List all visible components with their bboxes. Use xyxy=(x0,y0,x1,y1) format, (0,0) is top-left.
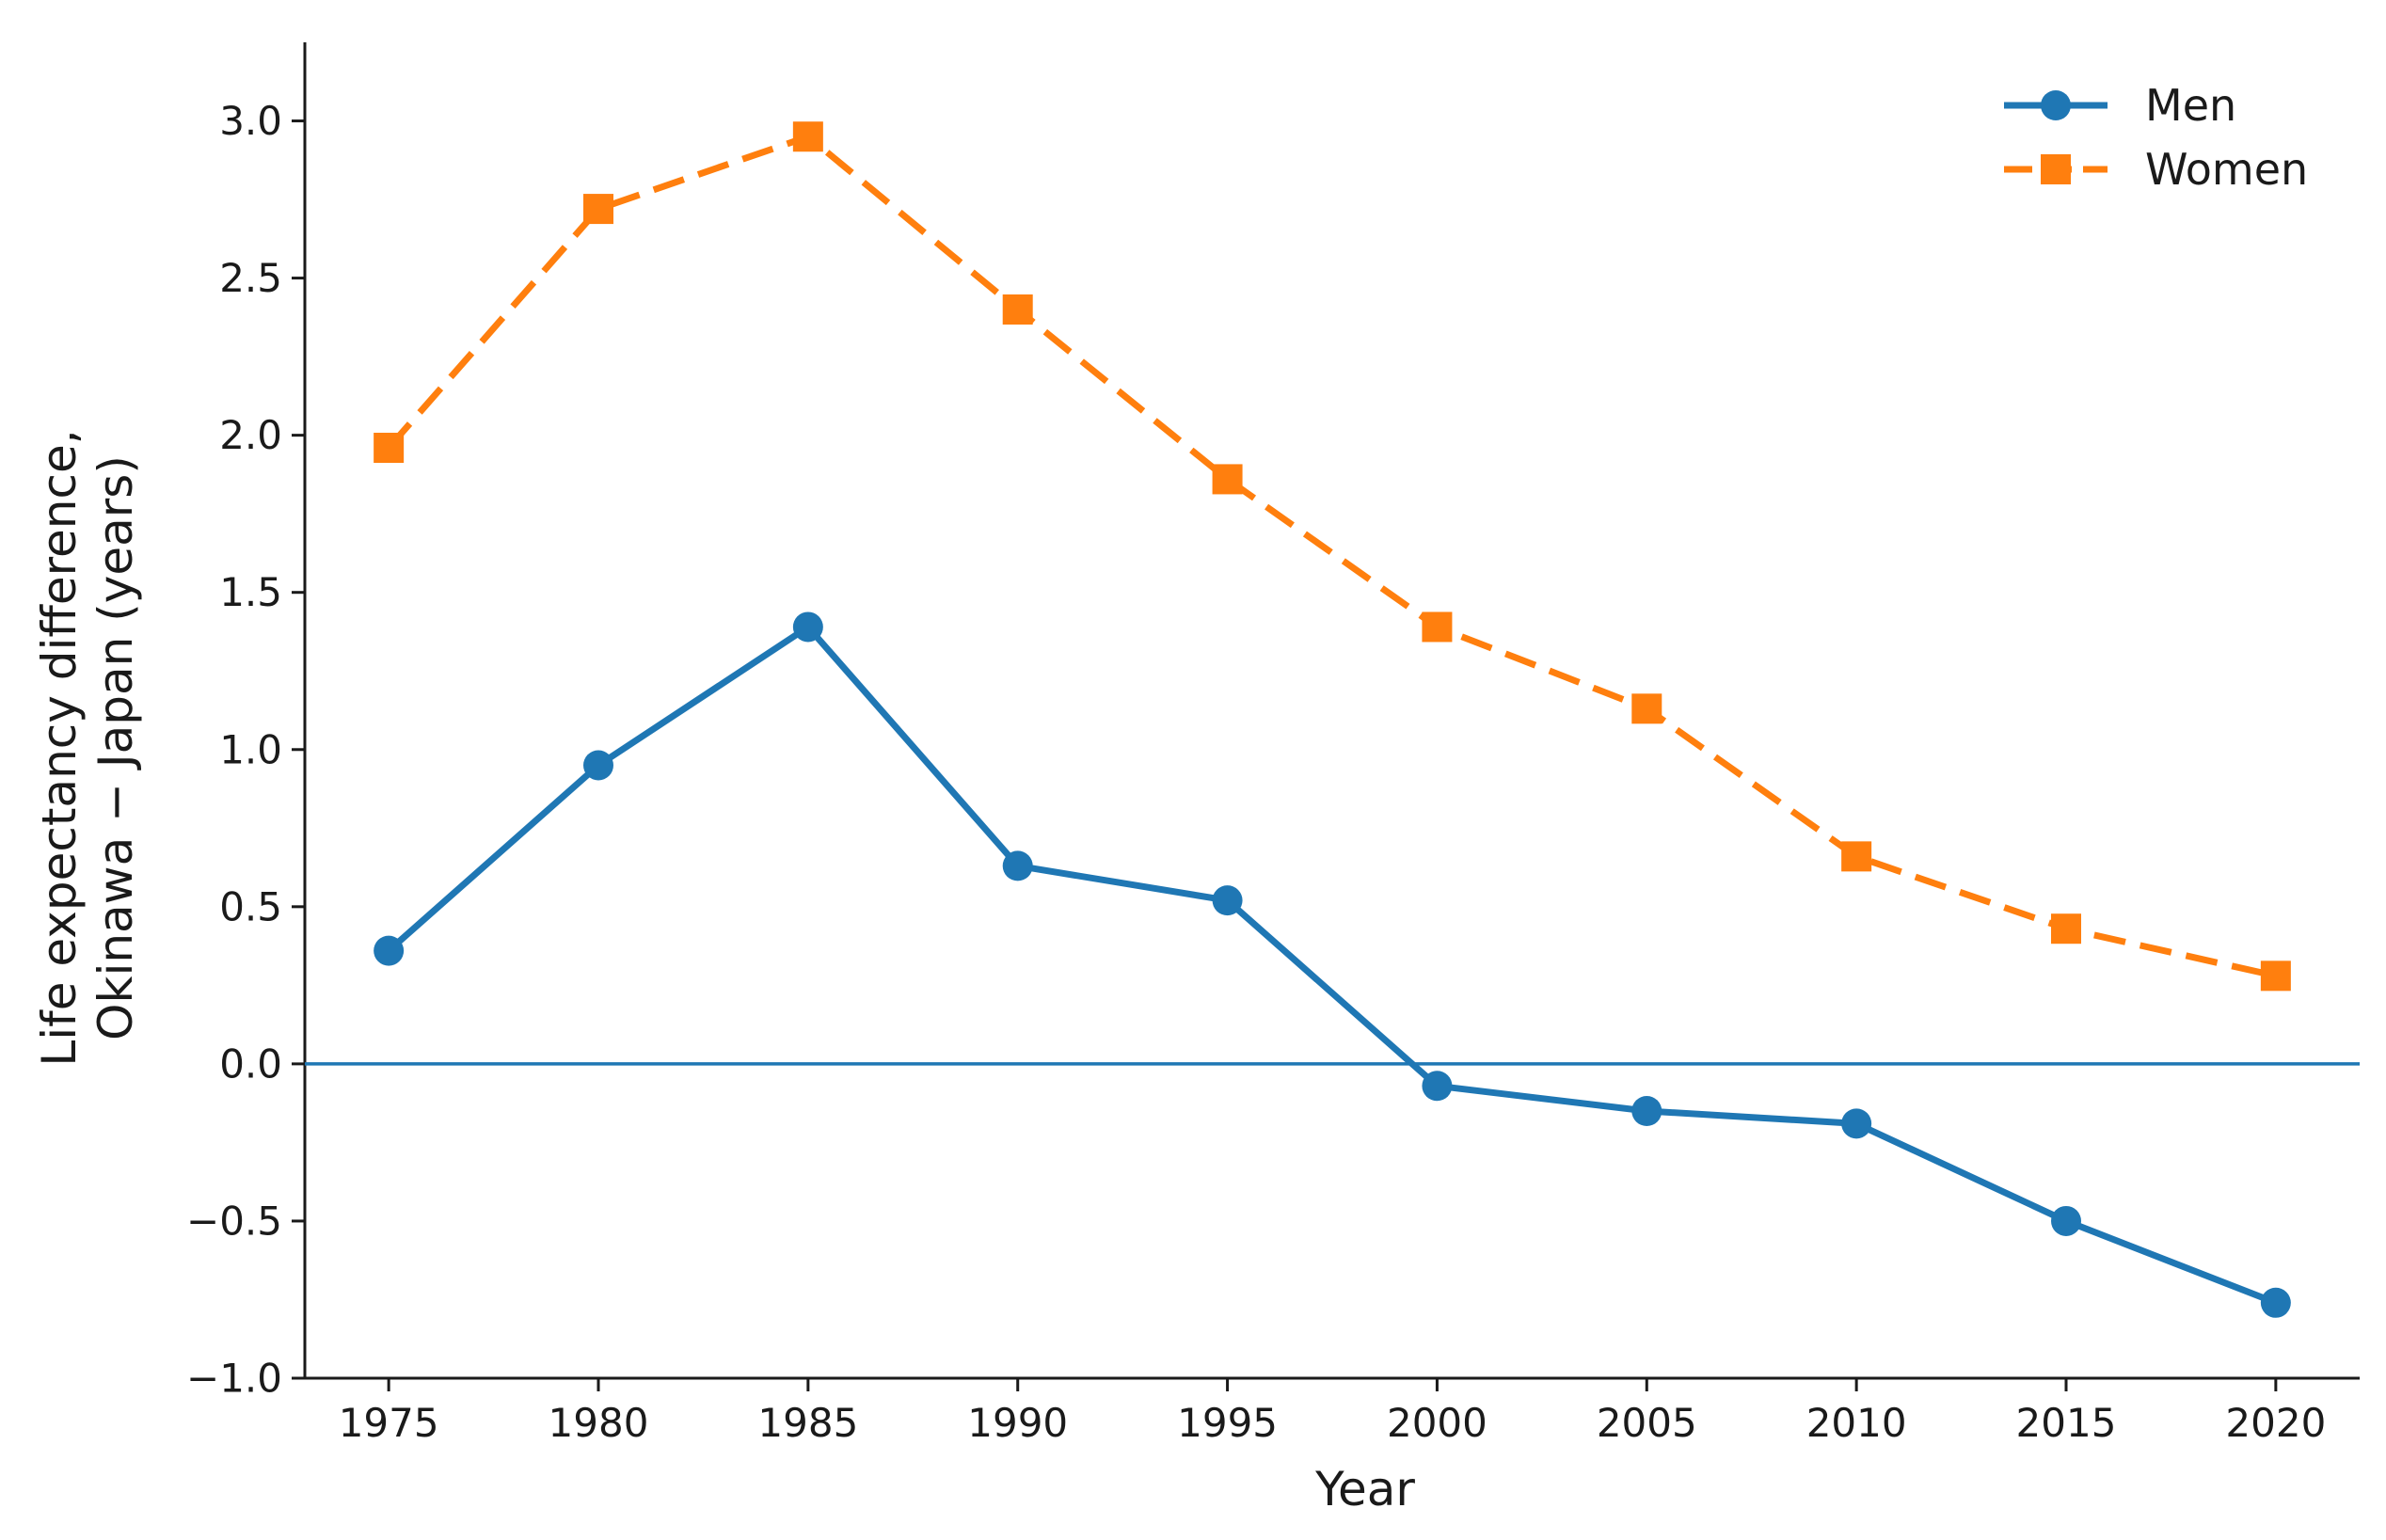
data-point-men xyxy=(583,750,613,781)
y-axis-title-line-1: Life expectancy difference, xyxy=(32,429,87,1066)
y-tick-label: 0.5 xyxy=(219,883,282,929)
y-tick-label: −0.5 xyxy=(186,1198,282,1244)
data-point-men xyxy=(374,935,405,966)
series-line-women xyxy=(386,133,2277,979)
legend: Men Women xyxy=(2004,80,2308,195)
data-point-men xyxy=(1212,885,1243,916)
series-men xyxy=(374,611,2291,1318)
y-tick-label: 3.0 xyxy=(219,98,282,144)
data-point-women xyxy=(2051,913,2081,945)
y-tick-label: 2.0 xyxy=(219,412,282,458)
x-tick-label: 2005 xyxy=(1597,1400,1697,1446)
data-point-men xyxy=(792,611,823,643)
y-tick-label: 2.5 xyxy=(219,255,282,301)
data-point-women xyxy=(2260,961,2291,992)
data-point-women xyxy=(792,121,823,152)
x-tick-label: 2020 xyxy=(2225,1400,2326,1446)
data-point-men xyxy=(1422,1071,1453,1102)
y-tick-label: −1.0 xyxy=(186,1356,282,1402)
data-point-women xyxy=(1631,693,1662,724)
y-tick-label: 1.0 xyxy=(219,726,282,772)
y-tick-label: 1.5 xyxy=(219,569,282,615)
legend-label-women: Women xyxy=(2145,144,2308,195)
legend-item-men: Men xyxy=(2004,80,2236,131)
data-point-men xyxy=(2260,1287,2291,1318)
x-tick-label: 2015 xyxy=(2016,1400,2117,1446)
x-tick-label: 2010 xyxy=(1806,1400,1907,1446)
x-tick-label: 1980 xyxy=(549,1400,649,1446)
axes: −1.0 −0.5 0.0 0.5 1.0 1.5 2.0 2.5 3.0 1975 1980 198… xyxy=(32,42,2360,1516)
x-tick-label: 1995 xyxy=(1177,1400,1278,1446)
y-axis-title-line-2: Okinawa − Japan (years) xyxy=(88,455,143,1040)
x-axis-title: Year xyxy=(1314,1462,1415,1516)
series-line-men xyxy=(386,624,2278,1307)
x-tick-label: 1985 xyxy=(757,1400,858,1446)
data-point-women xyxy=(1841,841,1872,872)
data-point-women xyxy=(1212,464,1243,495)
legend-marker-women xyxy=(2041,154,2071,184)
x-tick-label: 1990 xyxy=(967,1400,1068,1446)
x-tick-label: 2000 xyxy=(1387,1400,1487,1446)
legend-item-women: Women xyxy=(2004,144,2308,195)
series-group xyxy=(374,121,2291,1318)
data-point-women xyxy=(374,433,405,464)
data-point-men xyxy=(1631,1096,1662,1126)
data-point-women xyxy=(1002,294,1033,325)
data-point-men xyxy=(1002,850,1033,881)
y-tick-label: 0.0 xyxy=(219,1040,282,1087)
data-point-men xyxy=(1841,1108,1872,1139)
data-point-men xyxy=(2051,1205,2081,1236)
data-point-women xyxy=(583,194,613,225)
data-point-women xyxy=(1422,611,1453,643)
legend-label-men: Men xyxy=(2145,80,2236,131)
series-women xyxy=(374,121,2291,992)
x-tick-label: 1975 xyxy=(339,1400,439,1446)
legend-marker-men xyxy=(2041,90,2071,120)
y-axis-title: Life expectancy difference,Okinawa − Jap… xyxy=(32,429,143,1066)
